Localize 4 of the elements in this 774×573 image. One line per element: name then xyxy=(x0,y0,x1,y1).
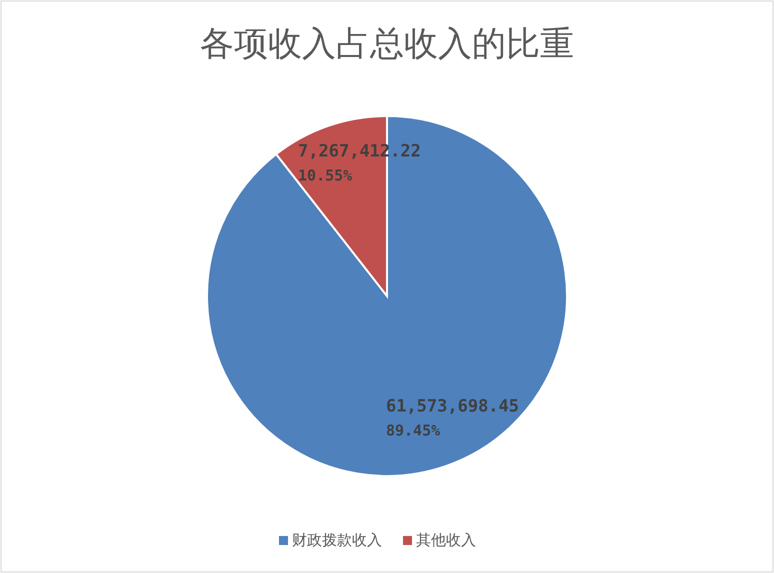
chart-title: 各项收入占总收入的比重 xyxy=(200,24,574,64)
legend-label: 财政拨款收入 xyxy=(292,531,382,549)
data-label: 61,573,698.45 89.45% xyxy=(386,396,520,440)
legend-label: 其他收入 xyxy=(416,531,476,549)
